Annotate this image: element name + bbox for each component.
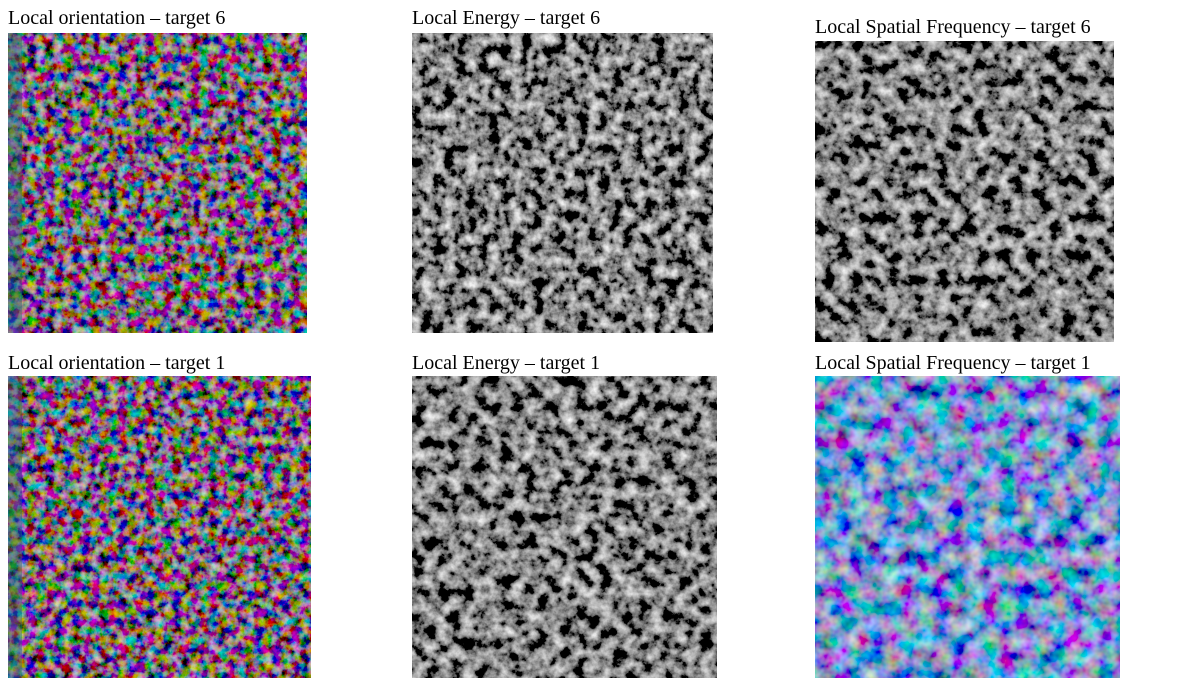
caption: Local orientation – target 1 — [8, 352, 225, 374]
panel: Local orientation – target 1 — [8, 352, 311, 678]
figure: Local orientation – target 6 Local Energ… — [0, 0, 1192, 678]
image-texture — [815, 41, 1114, 342]
caption: Local Energy – target 1 — [412, 352, 600, 374]
panel: Local Energy – target 6 — [412, 7, 713, 333]
image-texture — [8, 376, 311, 678]
panel: Local Spatial Frequency – target 1 — [815, 352, 1120, 678]
image-edge — [8, 33, 22, 333]
caption: Local orientation – target 6 — [8, 7, 225, 29]
caption: Local Spatial Frequency – target 6 — [815, 16, 1091, 38]
image-edge — [8, 376, 22, 678]
panel: Local Spatial Frequency – target 6 — [815, 16, 1114, 342]
image-texture — [8, 33, 307, 333]
caption: Local Energy – target 6 — [412, 7, 600, 29]
image-texture — [412, 33, 713, 333]
caption: Local Spatial Frequency – target 1 — [815, 352, 1091, 374]
page: Local orientation – target 6 Local Energ… — [0, 0, 1192, 678]
image-texture — [412, 376, 717, 678]
panel: Local Energy – target 1 — [412, 352, 717, 678]
panel: Local orientation – target 6 — [8, 7, 307, 333]
image-texture — [815, 376, 1120, 678]
